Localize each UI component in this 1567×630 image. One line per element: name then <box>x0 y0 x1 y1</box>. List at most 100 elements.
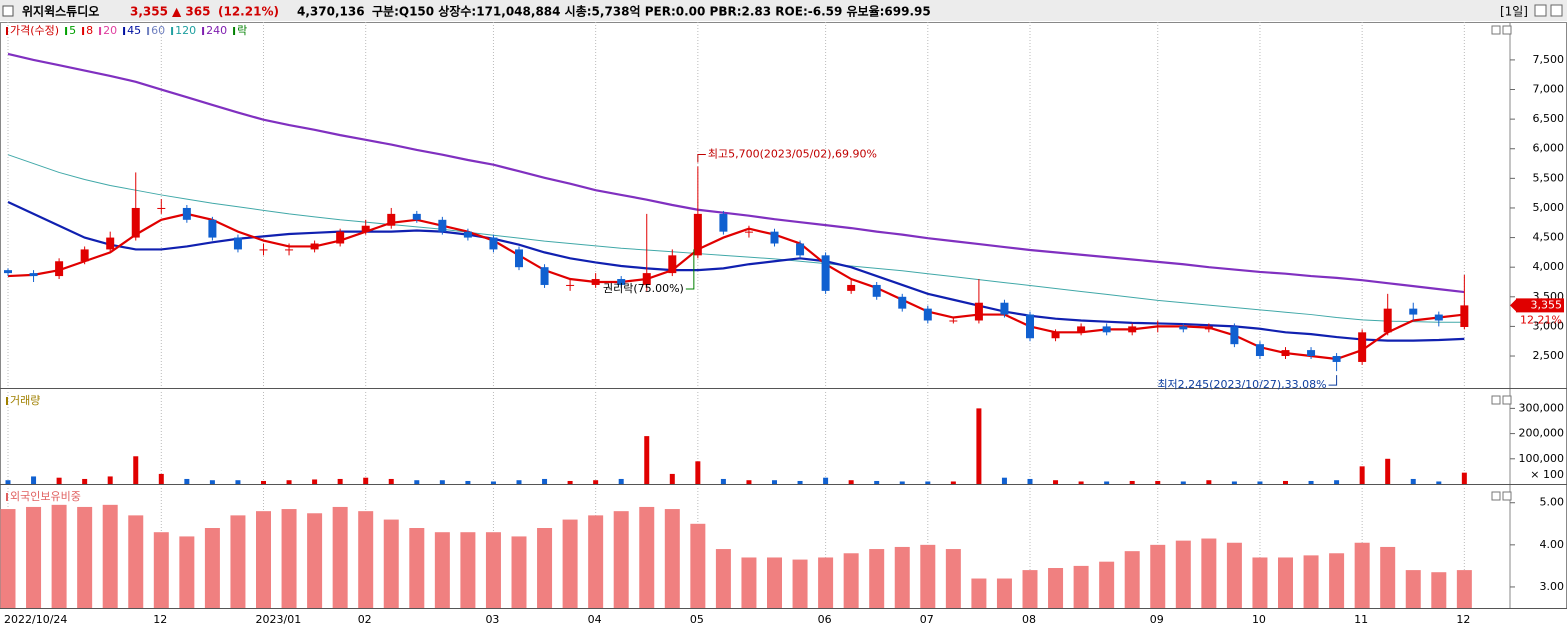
bar <box>1231 481 1237 484</box>
x-tick-label: 2023/01 <box>256 613 302 626</box>
candle-body <box>1230 326 1239 345</box>
price-tag-label: 3,355 <box>1531 298 1563 311</box>
candle-body <box>182 207 191 220</box>
bar <box>56 477 62 484</box>
bar <box>1022 570 1038 608</box>
candle-body <box>310 243 319 250</box>
candle-body <box>1102 326 1111 333</box>
candle-body <box>463 231 472 238</box>
legend-label: 8 <box>86 24 93 37</box>
candle-body <box>80 249 89 262</box>
header-bg <box>0 0 1567 21</box>
bar <box>1048 568 1064 608</box>
bar <box>460 532 476 608</box>
legend-swatch <box>99 27 102 35</box>
candle-body <box>131 207 140 238</box>
bar <box>1252 557 1268 608</box>
header: 위지윅스튜디오 3,355 ▲ 365 (12.21%) 4,370,136 구… <box>0 0 1567 21</box>
bar <box>690 523 706 608</box>
bar <box>950 481 956 484</box>
bar <box>1283 480 1288 484</box>
bar <box>1405 570 1421 608</box>
candle-body <box>1409 308 1418 315</box>
bar <box>511 536 527 608</box>
candle-body <box>1460 305 1469 327</box>
bar <box>767 557 782 608</box>
legend-label: 가격(수정) <box>10 24 59 37</box>
panel-swatch <box>6 493 8 501</box>
y-tick-label: 6,500 <box>1533 112 1565 125</box>
panel-title: 외국인보유비중 <box>10 490 81 503</box>
x-tick-label: 07 <box>920 613 934 626</box>
bar <box>439 480 445 484</box>
bar <box>158 473 164 484</box>
bar <box>31 476 37 484</box>
bar <box>1329 553 1345 608</box>
bar <box>153 532 169 608</box>
bar <box>465 480 471 484</box>
bar <box>1099 561 1115 608</box>
period[interactable]: [1일] <box>1500 5 1528 19</box>
y-tick-label: 200,000 <box>1519 427 1565 440</box>
rights-marker <box>685 249 695 290</box>
y-tick-label: 2,500 <box>1533 349 1565 362</box>
panel-button[interactable] <box>1502 491 1512 501</box>
bar <box>818 557 834 608</box>
bar <box>976 408 982 484</box>
bar <box>1456 570 1472 608</box>
x-tick-label: 03 <box>485 613 499 626</box>
bar <box>741 557 757 608</box>
bar <box>383 519 399 608</box>
bar <box>128 515 144 608</box>
bar <box>1129 480 1135 484</box>
bar <box>1124 551 1140 608</box>
candle-body <box>259 249 268 251</box>
candle-body <box>796 243 805 256</box>
bar <box>1104 481 1110 484</box>
candle-body <box>744 231 753 233</box>
panel-button[interactable] <box>1502 25 1512 35</box>
bar <box>792 559 808 608</box>
y-tick-label: 3,000 <box>1533 319 1565 332</box>
maximize-button[interactable] <box>1534 4 1547 17</box>
checkbox[interactable] <box>2 5 14 17</box>
bar <box>1278 557 1293 608</box>
bar <box>133 456 139 484</box>
bar <box>669 473 675 484</box>
candle-body <box>438 219 447 232</box>
panel-button[interactable] <box>1491 395 1501 405</box>
panel-button[interactable] <box>1491 25 1501 35</box>
bar <box>281 509 297 608</box>
bar <box>332 506 348 608</box>
ma-line <box>7 52 1465 294</box>
x-tick-label: 2022/10/24 <box>4 613 67 626</box>
bar <box>874 480 880 484</box>
bar <box>996 578 1012 608</box>
bar <box>1150 544 1166 608</box>
legend-label: 60 <box>151 24 165 37</box>
panel-button[interactable] <box>1491 491 1501 501</box>
x-tick-label: 12 <box>1456 613 1470 626</box>
candle-body <box>949 320 958 322</box>
bar <box>746 480 752 484</box>
bar <box>179 536 195 608</box>
candle-body <box>821 255 830 291</box>
bar <box>26 506 42 608</box>
close-button[interactable] <box>1550 4 1563 17</box>
bar <box>695 461 701 484</box>
x-tick-label: 02 <box>358 613 372 626</box>
bar <box>1303 555 1319 608</box>
annotation-high: 최고5,700(2023/05/02),69.90% <box>708 148 877 161</box>
bar <box>184 478 190 484</box>
bar <box>613 511 629 608</box>
bar <box>542 478 548 484</box>
legend-label: 락 <box>237 24 247 37</box>
x-tick-label: 11 <box>1354 613 1368 626</box>
panel-button[interactable] <box>1502 395 1512 405</box>
candle-body <box>566 284 575 286</box>
stock-name: 위지윅스튜디오 <box>22 4 99 19</box>
bar <box>1053 480 1059 484</box>
panel-title: 거래량 <box>10 394 40 407</box>
candle-body <box>719 213 728 232</box>
bar <box>51 504 67 608</box>
